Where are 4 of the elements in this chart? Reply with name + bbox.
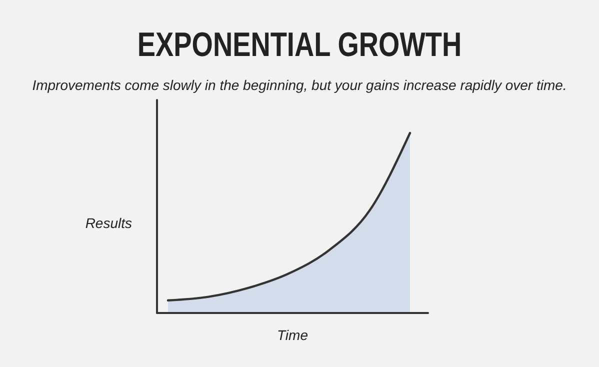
chart-title: EXPONENTIAL GROWTH bbox=[137, 25, 462, 64]
chart-subtitle: Improvements come slowly in the beginning, but your gains increase rapidly over time. bbox=[32, 77, 567, 93]
x-axis-title: Time bbox=[277, 327, 308, 343]
y-axis-title: Results bbox=[85, 215, 132, 231]
